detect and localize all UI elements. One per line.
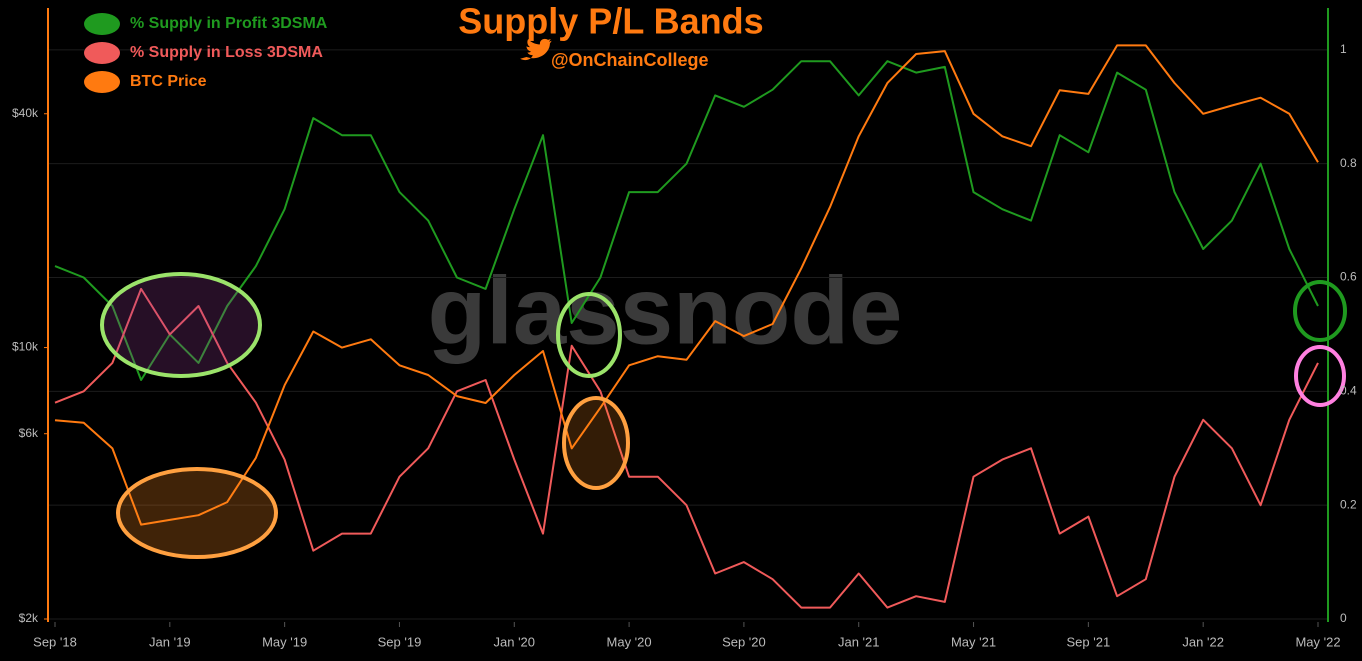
x-tick-label: Jan '19 — [149, 634, 191, 649]
y-tick-label: $6k — [19, 426, 39, 440]
x-tick-label: May '21 — [951, 634, 996, 649]
y-tick-label: $10k — [12, 340, 39, 354]
chart-title: Supply P/L Bands — [458, 1, 763, 42]
y2-tick-label: 0.8 — [1340, 156, 1357, 170]
series-line — [54, 287, 1319, 609]
watermark: glassnode — [428, 257, 903, 364]
x-tick-label: Sep '21 — [1067, 634, 1111, 649]
annotation-circle — [562, 396, 630, 490]
lines — [54, 44, 1319, 609]
x-tick-label: May '22 — [1295, 634, 1340, 649]
x-tick-label: Sep '18 — [33, 634, 77, 649]
legend-label: % Supply in Loss 3DSMA — [130, 44, 323, 61]
series-line — [54, 60, 1319, 381]
y-tick-label: $2k — [19, 611, 39, 625]
y2-tick-label: 0.4 — [1340, 384, 1357, 398]
y2-tick-label: 0.6 — [1340, 270, 1357, 284]
x-tick-label: May '19 — [262, 634, 307, 649]
y2-tick-label: 0.2 — [1340, 497, 1357, 511]
legend: % Supply in Profit 3DSMA % Supply in Loss… — [84, 13, 328, 93]
y-tick-label: $40k — [12, 106, 39, 120]
annotation-circle — [556, 292, 622, 378]
annotation-circle — [1294, 345, 1346, 407]
legend-swatch — [84, 42, 120, 64]
annotation-circle — [100, 272, 262, 378]
x-tick-label: May '20 — [607, 634, 652, 649]
legend-swatch — [84, 71, 120, 93]
x-tick-label: Jan '21 — [838, 634, 880, 649]
axes: 0 0.2 0.4 0.6 0.8 1 $2k $6k $10k $40k Sep '18 Jan '… — [12, 42, 1357, 649]
x-tick-label: Sep '19 — [378, 634, 422, 649]
legend-swatch — [84, 13, 120, 35]
twitter-icon — [520, 38, 552, 61]
x-tick-label: Sep '20 — [722, 634, 766, 649]
subtitle: @OnChainCollege — [551, 50, 709, 70]
y2-tick-label: 1 — [1340, 42, 1347, 56]
x-tick-label: Jan '22 — [1182, 634, 1224, 649]
legend-label: % Supply in Profit 3DSMA — [130, 15, 328, 32]
annotation-circle — [1293, 280, 1347, 342]
series-line — [54, 44, 1319, 526]
x-tick-label: Jan '20 — [494, 634, 536, 649]
annotation-circle — [116, 467, 278, 559]
y2-tick-label: 0 — [1340, 611, 1347, 625]
legend-label: BTC Price — [130, 73, 207, 90]
